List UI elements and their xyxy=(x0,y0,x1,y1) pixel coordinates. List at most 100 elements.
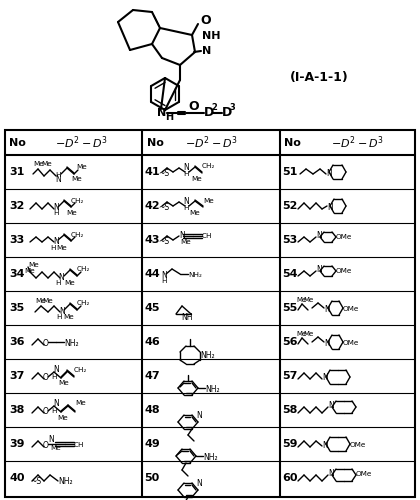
Text: H: H xyxy=(51,374,57,380)
Text: N: N xyxy=(328,402,334,410)
Text: 56: 56 xyxy=(282,337,298,347)
Text: 49: 49 xyxy=(144,439,160,449)
Text: H: H xyxy=(161,278,166,284)
Text: N: N xyxy=(53,204,59,212)
Text: O: O xyxy=(43,374,49,382)
Text: N: N xyxy=(328,470,334,478)
Text: Me: Me xyxy=(41,161,52,167)
Text: D: D xyxy=(204,106,214,120)
Text: $-D^2-D^3$: $-D^2-D^3$ xyxy=(185,134,239,152)
Text: H: H xyxy=(56,314,61,320)
Text: N: N xyxy=(322,440,328,450)
Text: No: No xyxy=(147,138,163,148)
Text: Me: Me xyxy=(35,298,46,304)
Text: 39: 39 xyxy=(9,439,25,449)
Text: 48: 48 xyxy=(144,405,160,415)
Text: NH: NH xyxy=(202,31,220,41)
Text: N: N xyxy=(316,266,322,274)
Text: Me: Me xyxy=(57,415,68,421)
Text: O: O xyxy=(200,14,210,26)
Text: 45: 45 xyxy=(144,303,160,313)
Text: 40: 40 xyxy=(9,473,25,483)
Text: 36: 36 xyxy=(9,337,25,347)
Text: Me: Me xyxy=(71,176,82,182)
Text: 59: 59 xyxy=(282,439,298,449)
Text: 43: 43 xyxy=(144,235,160,245)
Text: 35: 35 xyxy=(9,303,25,313)
Text: ~S: ~S xyxy=(158,202,169,211)
Text: N: N xyxy=(48,434,54,444)
Text: CH: CH xyxy=(202,233,213,239)
Text: N: N xyxy=(324,338,330,347)
Text: H: H xyxy=(55,172,60,178)
Text: 52: 52 xyxy=(282,201,298,211)
Text: N: N xyxy=(53,366,59,374)
Text: 57: 57 xyxy=(282,371,298,381)
Text: (I-A-1-1): (I-A-1-1) xyxy=(290,72,349,85)
Text: O: O xyxy=(188,100,199,112)
Text: ~S: ~S xyxy=(158,168,169,177)
Text: N: N xyxy=(55,176,61,184)
Text: 3: 3 xyxy=(229,104,235,112)
Text: N: N xyxy=(179,230,185,239)
Text: CH: CH xyxy=(74,442,84,448)
Text: 47: 47 xyxy=(144,371,160,381)
Text: N: N xyxy=(196,410,202,420)
Text: 37: 37 xyxy=(9,371,25,381)
Text: 31: 31 xyxy=(9,167,25,177)
Text: Me: Me xyxy=(180,239,191,245)
Text: CH₂: CH₂ xyxy=(202,163,215,169)
Text: ~S: ~S xyxy=(158,236,169,246)
Text: OMe: OMe xyxy=(336,234,352,240)
Text: Me: Me xyxy=(50,445,61,451)
Text: 42: 42 xyxy=(144,201,160,211)
Text: Me: Me xyxy=(296,331,306,337)
Text: OMe: OMe xyxy=(343,306,360,312)
Text: H: H xyxy=(50,245,55,251)
Text: Me: Me xyxy=(203,198,214,204)
Text: H: H xyxy=(53,210,58,216)
Text: No: No xyxy=(8,138,26,148)
Text: NH₂: NH₂ xyxy=(188,272,202,278)
Text: 55: 55 xyxy=(282,303,298,313)
Text: N: N xyxy=(53,238,59,246)
Text: Me: Me xyxy=(56,245,67,251)
Text: O: O xyxy=(43,408,49,416)
Text: Me: Me xyxy=(28,262,39,268)
Text: 50: 50 xyxy=(144,473,160,483)
Text: O: O xyxy=(43,440,49,450)
Text: Me: Me xyxy=(64,280,75,286)
Text: N: N xyxy=(161,270,167,280)
Text: CH₂: CH₂ xyxy=(74,367,87,373)
Text: ~S: ~S xyxy=(30,478,41,486)
Text: Me: Me xyxy=(296,297,306,303)
Text: H: H xyxy=(183,205,189,211)
Text: Me: Me xyxy=(189,210,200,216)
Text: CH₂: CH₂ xyxy=(71,232,84,238)
Text: 41: 41 xyxy=(144,167,160,177)
Text: N: N xyxy=(202,46,211,56)
Text: N: N xyxy=(158,108,167,118)
Text: N: N xyxy=(326,168,332,177)
Text: Me: Me xyxy=(75,400,86,406)
Text: N: N xyxy=(322,374,328,382)
Text: No: No xyxy=(284,138,300,148)
Text: N: N xyxy=(183,196,189,205)
Text: 58: 58 xyxy=(282,405,298,415)
Text: 46: 46 xyxy=(144,337,160,347)
Text: O: O xyxy=(43,338,49,347)
Text: N: N xyxy=(316,232,322,240)
Text: Me: Me xyxy=(33,161,44,167)
Text: Me: Me xyxy=(303,297,313,303)
Text: N: N xyxy=(327,202,333,211)
Bar xyxy=(5,130,415,497)
Text: N: N xyxy=(53,400,59,408)
Text: $-D^2-D^3$: $-D^2-D^3$ xyxy=(331,134,385,152)
Text: Me: Me xyxy=(191,176,202,182)
Text: Me: Me xyxy=(24,268,35,274)
Text: Me: Me xyxy=(76,164,87,170)
Text: NH: NH xyxy=(181,314,192,322)
Text: Me: Me xyxy=(66,210,77,216)
Text: H: H xyxy=(51,408,57,414)
Text: NH₂: NH₂ xyxy=(203,452,218,462)
